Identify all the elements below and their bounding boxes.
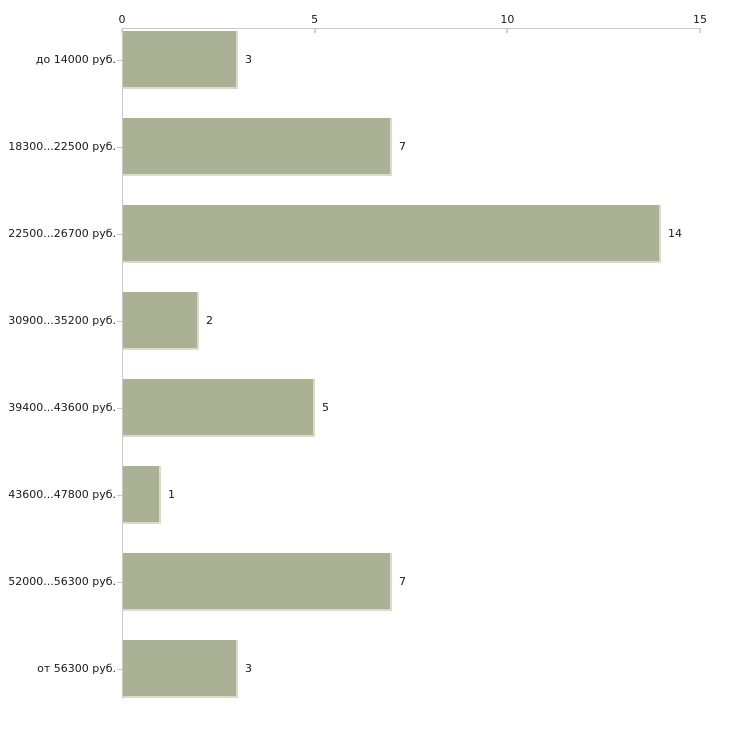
y-axis-tick-mark <box>117 582 122 583</box>
category-label: 43600...47800 руб. <box>8 488 116 501</box>
bar <box>123 466 161 524</box>
bar-value-label: 3 <box>245 662 252 675</box>
y-axis-tick-mark <box>117 147 122 148</box>
bar <box>123 31 238 89</box>
category-label: 39400...43600 руб. <box>8 401 116 414</box>
x-axis-tick-label: 5 <box>311 13 319 26</box>
bar-value-label: 7 <box>399 140 406 153</box>
y-axis-tick-mark <box>117 234 122 235</box>
x-axis-line <box>122 28 701 29</box>
bar <box>123 118 392 176</box>
x-axis-tick-label: 10 <box>500 13 515 26</box>
bar <box>123 205 661 263</box>
bar-value-label: 3 <box>245 53 252 66</box>
x-axis-tick-label: 15 <box>693 13 707 26</box>
x-axis-tick-label: 0 <box>118 13 126 26</box>
bar <box>123 292 199 350</box>
y-axis-tick-mark <box>117 495 122 496</box>
bar-value-label: 7 <box>399 575 406 588</box>
y-axis-tick-mark <box>117 669 122 670</box>
category-label: 52000...56300 руб. <box>8 575 116 588</box>
y-axis-tick-mark <box>117 408 122 409</box>
bar <box>123 553 392 611</box>
y-axis-line <box>122 28 123 699</box>
bar <box>123 640 238 698</box>
category-label: 18300...22500 руб. <box>8 140 116 153</box>
category-label: до 14000 руб. <box>35 53 116 66</box>
category-label: от 56300 руб. <box>37 662 116 675</box>
bar-value-label: 1 <box>168 488 175 501</box>
bar-value-label: 2 <box>206 314 213 327</box>
x-axis-tick-mark <box>121 29 123 33</box>
category-label: 30900...35200 руб. <box>8 314 116 327</box>
x-axis-tick-mark <box>699 29 701 33</box>
bar-value-label: 14 <box>668 227 682 240</box>
bar-value-label: 5 <box>322 401 329 414</box>
y-axis-tick-mark <box>117 60 122 61</box>
x-axis-tick-mark <box>313 29 316 33</box>
category-label: 22500...26700 руб. <box>8 227 116 240</box>
bar <box>123 379 315 437</box>
x-axis-tick-mark <box>506 29 509 33</box>
y-axis-tick-mark <box>117 321 122 322</box>
